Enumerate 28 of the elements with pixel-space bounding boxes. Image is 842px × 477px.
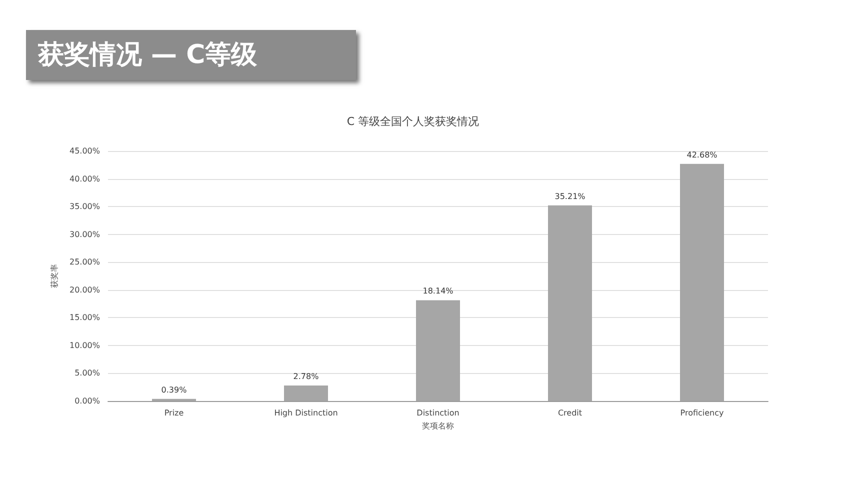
y-tick-label: 30.00% <box>69 230 100 239</box>
x-tick-label: Proficiency <box>680 408 724 418</box>
data-label: 18.14% <box>422 286 454 296</box>
chart-title: 获奖情况 — C等级 <box>26 30 356 80</box>
y-tick-label: 0.00% <box>74 396 100 406</box>
y-tick-label: 45.00% <box>69 146 100 156</box>
data-label: 0.39% <box>161 385 188 394</box>
y-tick-label: 25.00% <box>69 258 100 267</box>
x-tick-label: High Distinction <box>274 408 338 418</box>
y-tick-label: 5.00% <box>74 368 100 378</box>
y-tick-label: 35.00% <box>69 202 100 212</box>
data-label: 2.78% <box>293 372 320 382</box>
bar <box>548 205 592 401</box>
bar <box>680 164 724 401</box>
bar <box>284 386 328 401</box>
chart-subtitle: C 等级全国个人奖获奖情况 <box>346 115 480 128</box>
data-label: 35.21% <box>554 192 586 201</box>
y-tick-label: 10.00% <box>69 340 100 350</box>
x-axis-title: 奖项名称 <box>422 421 454 430</box>
bar <box>416 300 460 401</box>
x-tick-label: Distinction <box>416 408 460 418</box>
y-tick-label: 40.00% <box>69 174 100 184</box>
x-tick-label: Credit <box>558 408 582 418</box>
y-axis-title: 获奖率 <box>50 264 60 288</box>
x-tick-label: Prize <box>164 408 184 418</box>
data-label: 42.68% <box>686 150 718 160</box>
y-tick-label: 20.00% <box>69 285 100 294</box>
y-tick-label: 15.00% <box>69 313 100 322</box>
